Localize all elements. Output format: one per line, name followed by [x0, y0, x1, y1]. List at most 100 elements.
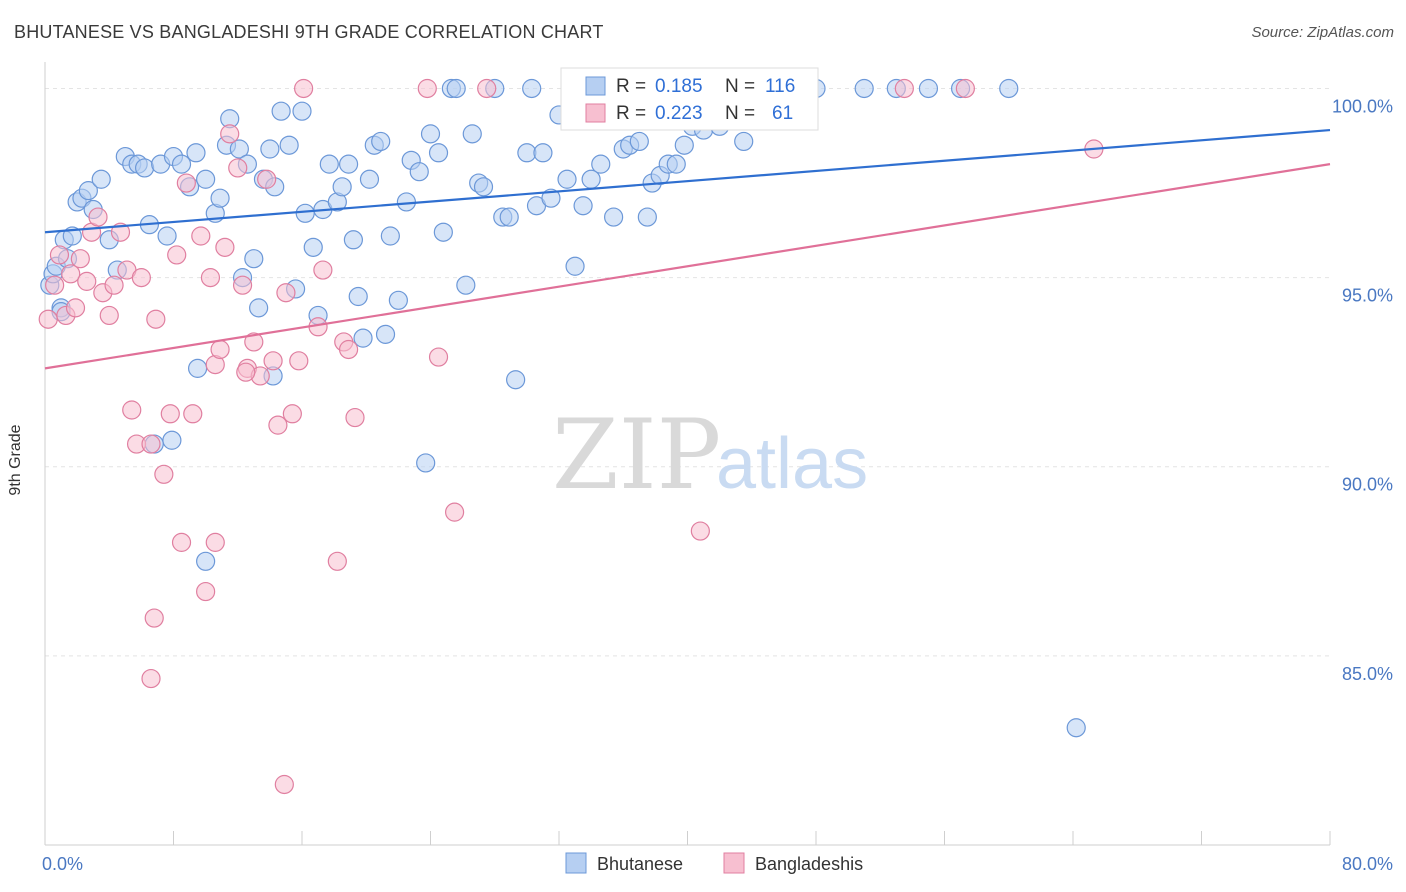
data-point [104, 275, 124, 295]
data-point [999, 78, 1019, 99]
stats-swatch-bhutanese [585, 76, 606, 96]
stats-n-value: 116 [765, 76, 795, 97]
data-point [674, 135, 694, 155]
data-point [45, 275, 65, 295]
data-point [191, 226, 211, 246]
data-point [353, 328, 373, 348]
data-point [371, 131, 391, 152]
legend-label-bangladeshis: Bangladeshis [755, 854, 863, 874]
data-point [295, 203, 315, 223]
data-point [894, 78, 914, 99]
data-point [183, 404, 203, 424]
legend: Bhutanese Bangladeshis [565, 852, 863, 874]
data-point [319, 154, 339, 174]
y-tick-label: 85.0% [1342, 664, 1393, 684]
data-point [236, 362, 256, 382]
watermark: ZIP atlas [552, 399, 868, 511]
data-point [462, 124, 482, 144]
data-point [416, 453, 436, 473]
data-point [65, 298, 86, 318]
data-point [91, 169, 111, 189]
data-point [229, 139, 249, 159]
y-tick-label: 90.0% [1342, 475, 1393, 495]
data-point [477, 78, 497, 99]
data-point [629, 131, 649, 152]
data-point [167, 245, 187, 265]
data-point [122, 400, 142, 420]
watermark-zip: ZIP [552, 399, 721, 511]
data-point [734, 131, 754, 152]
data-point [417, 78, 437, 99]
data-point [359, 169, 380, 189]
data-point [345, 407, 365, 428]
data-point [141, 668, 161, 689]
data-point [220, 124, 240, 144]
data-point [162, 430, 182, 450]
trend-line-bhutanese [44, 128, 1331, 234]
data-point [77, 271, 97, 291]
data-point [375, 324, 396, 344]
y-tick-label: 100.0% [1332, 96, 1393, 116]
trend-layer [44, 128, 1331, 370]
data-point [338, 339, 359, 360]
data-point [176, 173, 196, 193]
data-point [215, 237, 235, 257]
data-point [854, 78, 874, 99]
data-point [573, 196, 593, 216]
data-point [38, 309, 58, 329]
data-point [146, 309, 166, 329]
legend-swatch-bhutanese [565, 852, 587, 874]
data-point [49, 245, 70, 265]
data-point [171, 154, 192, 174]
trend-line-bangladeshis [44, 163, 1331, 370]
data-point [338, 154, 359, 174]
data-point [157, 226, 177, 246]
data-point [446, 78, 466, 99]
axes [44, 62, 1331, 846]
data-point [200, 268, 221, 288]
data-point [499, 207, 519, 227]
data-point [541, 188, 561, 208]
points-layer [38, 78, 1104, 795]
data-point [196, 169, 216, 189]
stats-n-label: N = [725, 76, 755, 97]
data-point [690, 521, 710, 541]
data-point [61, 264, 81, 284]
data-point [282, 404, 302, 424]
data-point [506, 370, 526, 390]
data-point [428, 143, 449, 163]
data-point [666, 154, 686, 174]
data-point [99, 305, 119, 326]
data-point [88, 207, 108, 227]
data-point [955, 78, 975, 99]
data-point [70, 249, 90, 269]
data-point [276, 283, 296, 303]
data-point [263, 351, 283, 371]
data-point [274, 774, 294, 795]
chart-source: Source: ZipAtlas.com [1251, 24, 1394, 41]
y-tick-label: 95.0% [1342, 286, 1393, 306]
data-point [260, 139, 280, 159]
data-point [313, 260, 333, 280]
data-point [380, 226, 400, 246]
data-point [332, 177, 352, 197]
data-point [1066, 718, 1086, 738]
data-point [141, 434, 161, 454]
y-tick-labels: 100.0% 95.0% 90.0% 85.0% [1332, 96, 1393, 683]
data-point [522, 78, 542, 99]
data-point [409, 162, 429, 182]
data-point [205, 532, 225, 552]
data-point [271, 101, 291, 121]
data-point [327, 551, 347, 571]
data-point [473, 177, 494, 197]
data-point [228, 158, 248, 178]
data-point [232, 275, 253, 295]
data-point [131, 268, 151, 288]
data-point [918, 78, 939, 99]
series-bangladeshis [38, 78, 1104, 795]
stats-r-value: 0.223 [655, 103, 703, 124]
data-point [257, 169, 277, 189]
stats-n-value: 61 [772, 103, 793, 124]
data-point [388, 290, 408, 310]
